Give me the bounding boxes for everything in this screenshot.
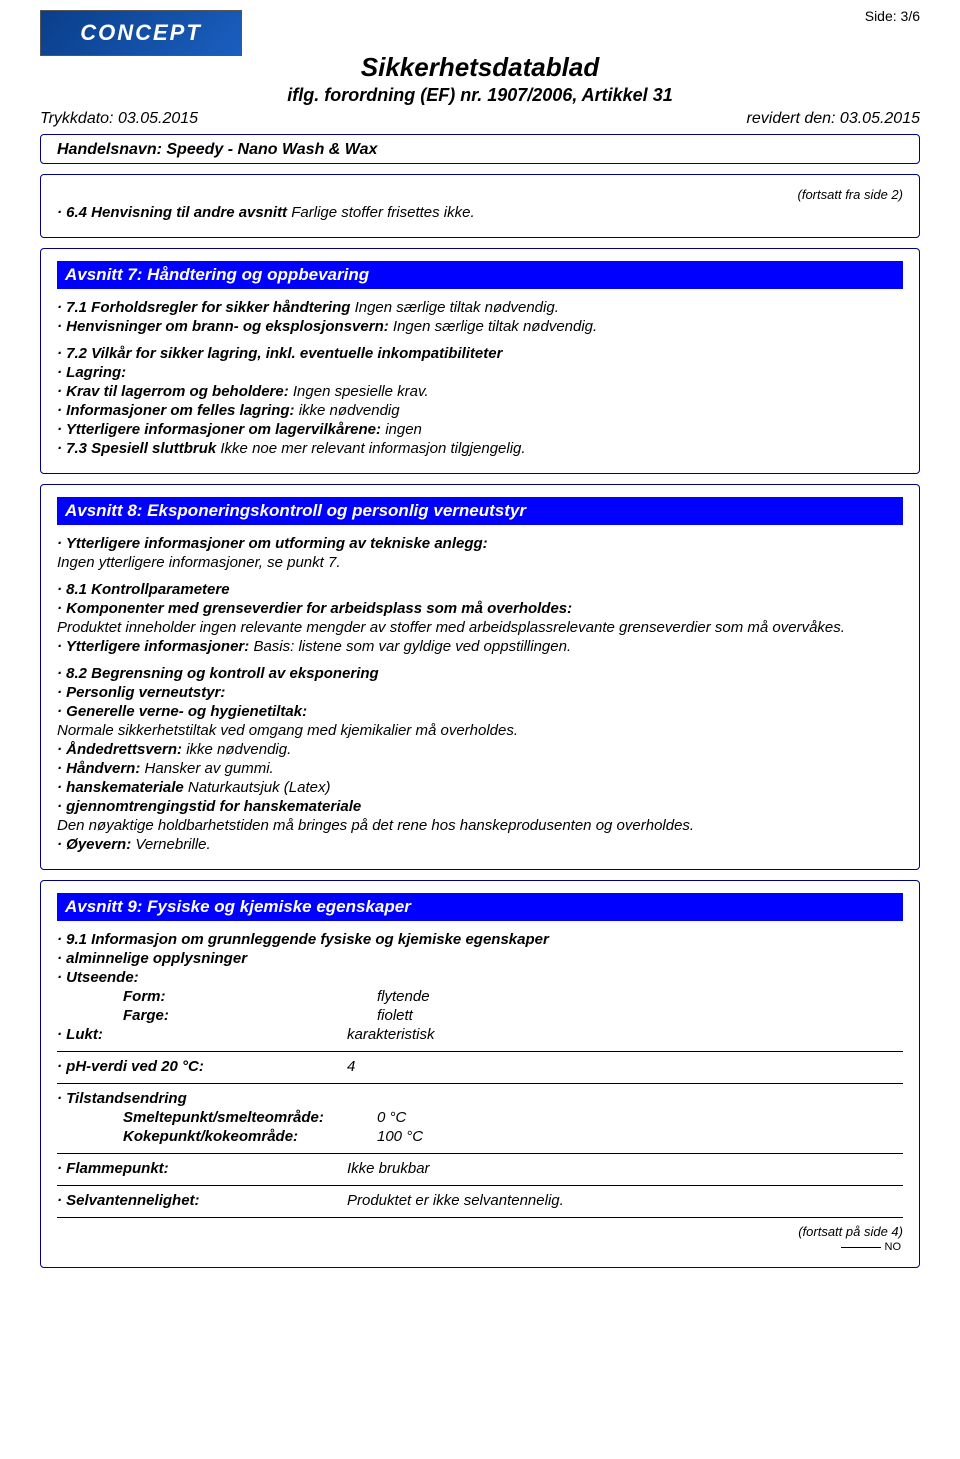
s8-tech-text: Ingen ytterligere informasjoner, se punk… — [57, 554, 341, 571]
s7-common-text: ikke nødvendig — [299, 402, 400, 419]
s8-tech-label: · Ytterligere informasjoner om utforming… — [57, 535, 488, 552]
brand-logo-text: CONCEPT — [80, 20, 202, 46]
section-9-title: Avsnitt 9: Fysiske og kjemiske egenskape… — [57, 893, 903, 921]
locale-code: NO — [57, 1241, 903, 1253]
s9-1-label: · 9.1 Informasjon om grunnleggende fysis… — [57, 931, 549, 948]
brand-logo: CONCEPT — [40, 10, 242, 56]
s9-gen-label: · alminnelige opplysninger — [57, 950, 247, 967]
print-date: Trykkdato: 03.05.2015 — [40, 110, 198, 128]
continued-to: (fortsatt på side 4) — [57, 1224, 903, 1239]
s7-1-text: Ingen særlige tiltak nødvendig. — [355, 299, 559, 316]
s7-1-label: · 7.1 Forholdsregler for sikker håndteri… — [57, 299, 350, 316]
s7-fire-text: Ingen særlige tiltak nødvendig. — [393, 318, 597, 335]
s9-bp-val: 100 °C — [377, 1128, 903, 1145]
s7-3-label: · 7.3 Spesiell sluttbruk — [57, 440, 216, 457]
s7-storage-label: · Lagring: — [57, 364, 126, 381]
s9-form-label: Form: — [87, 988, 377, 1005]
s8-comp-label: · Komponenter med grenseverdier for arbe… — [57, 600, 572, 617]
divider — [57, 1217, 903, 1218]
s8-perm-text: Den nøyaktige holdbarhetstiden må bringe… — [57, 817, 694, 834]
s8-2-label: · 8.2 Begrensning og kontroll av ekspone… — [57, 665, 379, 682]
s9-form-val: flytende — [377, 988, 903, 1005]
s8-eye-text: Vernebrille. — [135, 836, 210, 853]
divider — [57, 1153, 903, 1154]
page-number: Side: 3/6 — [865, 8, 920, 24]
doc-subtitle: iflg. forordning (EF) nr. 1907/2006, Art… — [40, 85, 920, 106]
product-label: Handelsnavn: — [57, 141, 162, 158]
product-name: Speedy - Nano Wash & Wax — [166, 141, 377, 158]
s9-color-label: Farge: — [87, 1007, 377, 1024]
s7-2-label: · 7.2 Vilkår for sikker lagring, inkl. e… — [57, 345, 502, 362]
s9-flash-label: · Flammepunkt: — [57, 1160, 347, 1177]
s8-1-label: · 8.1 Kontrollparametere — [57, 581, 230, 598]
s7-storagereq-label: · Krav til lagerrom og beholdere: — [57, 383, 289, 400]
s8-eye-label: · Øyevern: — [57, 836, 131, 853]
s8-hand-label: · Håndvern: — [57, 760, 140, 777]
s9-mp-val: 0 °C — [377, 1109, 903, 1126]
s8-gen-label: · Generelle verne- og hygienetiltak: — [57, 703, 307, 720]
s8-glovemat-label: · hanskemateriale — [57, 779, 184, 796]
section-7-title: Avsnitt 7: Håndtering og oppbevaring — [57, 261, 903, 289]
s7-fire-label: · Henvisninger om brann- og eksplosjonsv… — [57, 318, 389, 335]
s6-4-label: · 6.4 Henvisning til andre avsnitt — [57, 204, 287, 221]
section-8-box: Avsnitt 8: Eksponeringskontroll og perso… — [40, 484, 920, 870]
s9-autoign-label: · Selvantennelighet: — [57, 1192, 347, 1209]
s8-addinfo-text: Basis: listene som var gyldige ved oppst… — [253, 638, 571, 655]
s6-4-text: Farlige stoffer frisettes ikke. — [291, 204, 474, 221]
revised-date: revidert den: 03.05.2015 — [747, 110, 920, 128]
s9-appearance-label: · Utseende: — [57, 969, 139, 986]
s8-hand-text: Hansker av gummi. — [145, 760, 274, 777]
s7-3-text: Ikke noe mer relevant informasjon tilgje… — [220, 440, 525, 457]
s9-autoign-val: Produktet er ikke selvantennelig. — [347, 1192, 903, 1209]
divider — [57, 1051, 903, 1052]
section-8-title: Avsnitt 8: Eksponeringskontroll og perso… — [57, 497, 903, 525]
s9-ph-val: 4 — [347, 1058, 903, 1075]
section-6-4-box: (fortsatt fra side 2) · 6.4 Henvisning t… — [40, 174, 920, 238]
s7-moreinfo-label: · Ytterligere informasjoner om lagervilk… — [57, 421, 381, 438]
divider — [57, 1185, 903, 1186]
s7-common-label: · Informasjoner om felles lagring: — [57, 402, 295, 419]
section-7-box: Avsnitt 7: Håndtering og oppbevaring · 7… — [40, 248, 920, 474]
s9-state-label: · Tilstandsendring — [57, 1090, 187, 1107]
s9-flash-val: Ikke brukbar — [347, 1160, 903, 1177]
s8-perm-label: · gjennomtrengingstid for hanskematerial… — [57, 798, 361, 815]
product-name-box: Handelsnavn: Speedy - Nano Wash & Wax — [40, 134, 920, 164]
s8-resp-label: · Åndedrettsvern: — [57, 741, 182, 758]
continued-from: (fortsatt fra side 2) — [57, 187, 903, 202]
s8-gen-text: Normale sikkerhetstiltak ved omgang med … — [57, 722, 518, 739]
s8-resp-text: ikke nødvendig. — [186, 741, 291, 758]
s9-color-val: fiolett — [377, 1007, 903, 1024]
s8-addinfo-label: · Ytterligere informasjoner: — [57, 638, 249, 655]
s9-bp-label: Kokepunkt/kokeområde: — [87, 1128, 377, 1145]
divider — [57, 1083, 903, 1084]
doc-title: Sikkerhetsdatablad — [40, 52, 920, 83]
s7-storagereq-text: Ingen spesielle krav. — [293, 383, 429, 400]
s8-glovemat-text: Naturkautsjuk (Latex) — [188, 779, 331, 796]
s8-comp-text: Produktet inneholder ingen relevante men… — [57, 619, 845, 636]
s8-ppe-label: · Personlig verneutstyr: — [57, 684, 225, 701]
s9-mp-label: Smeltepunkt/smelteområde: — [87, 1109, 377, 1126]
s9-odor-label: · Lukt: — [57, 1026, 347, 1043]
section-9-box: Avsnitt 9: Fysiske og kjemiske egenskape… — [40, 880, 920, 1268]
s9-odor-val: karakteristisk — [347, 1026, 903, 1043]
s7-moreinfo-text: ingen — [385, 421, 422, 438]
s9-ph-label: · pH-verdi ved 20 °C: — [57, 1058, 347, 1075]
